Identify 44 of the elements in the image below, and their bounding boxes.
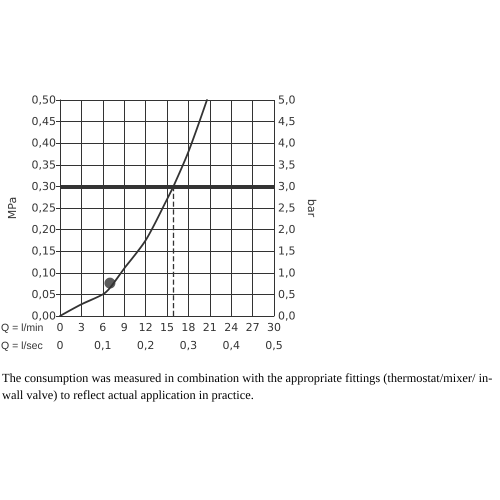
x-tick-label: 18 bbox=[181, 321, 196, 334]
x2-tick-label: 0,3 bbox=[180, 339, 198, 352]
x2-tick-label: 0 bbox=[56, 339, 64, 352]
y-tick-label: 0,15 bbox=[32, 244, 56, 258]
x-tick-label: 30 bbox=[267, 321, 281, 334]
x-tick-label: 12 bbox=[138, 321, 153, 334]
y-tick-label: 0,30 bbox=[32, 180, 56, 193]
x-axis-title: Q = l/min bbox=[1, 322, 44, 334]
y-tick-label: 0,50 bbox=[32, 94, 56, 106]
y2-tick-label: 4,0 bbox=[278, 136, 296, 150]
y-tick-label: 0,45 bbox=[32, 115, 56, 128]
y-tick-label: 0,25 bbox=[32, 202, 56, 214]
y2-tick-label: 0,5 bbox=[278, 288, 296, 301]
y-axis-title: MPa bbox=[6, 196, 19, 220]
y2-axis-title: bar bbox=[305, 198, 318, 218]
y2-tick-label: 2,0 bbox=[278, 223, 296, 236]
y-tick-label: 0,00 bbox=[32, 310, 56, 322]
y-tick-label: 0,40 bbox=[32, 136, 56, 150]
x2-tick-label: 0,4 bbox=[222, 339, 240, 352]
x-tick-label: 0 bbox=[56, 321, 64, 334]
y-tick-label: 0,20 bbox=[32, 223, 56, 236]
text: The consumption was measured in combination with the appropriate fittings (thermostat/mixer/ in-wall valve) to reflect actual application in practice. bbox=[2, 370, 494, 404]
x-tick-label: 21 bbox=[202, 321, 217, 334]
y-tick-label: 0,05 bbox=[32, 288, 56, 301]
y-tick-label: 0,35 bbox=[32, 158, 56, 172]
x2-tick-label: 0,2 bbox=[136, 339, 154, 352]
y2-tick-label: 1,0 bbox=[278, 266, 296, 280]
y2-tick-label: 1,5 bbox=[278, 244, 296, 258]
x-tick-label: 15 bbox=[160, 321, 174, 334]
x2-tick-label: 0,1 bbox=[94, 339, 112, 352]
x2-tick-label: 0,5 bbox=[265, 339, 283, 352]
x-tick-label: 9 bbox=[120, 321, 128, 334]
y2-tick-label: 3,0 bbox=[278, 180, 296, 193]
y2-tick-label: 5,0 bbox=[278, 94, 296, 106]
x-tick-label: 27 bbox=[246, 321, 260, 334]
x-tick-label: 24 bbox=[224, 321, 238, 334]
x2-axis-title: Q = l/sec bbox=[1, 340, 43, 352]
y-tick-label: 0,10 bbox=[32, 266, 56, 280]
y2-tick-label: 4,5 bbox=[278, 115, 296, 128]
y2-tick-label: 0,0 bbox=[278, 310, 296, 322]
y2-tick-label: 3,5 bbox=[278, 158, 296, 172]
x-tick-label: 6 bbox=[99, 321, 106, 334]
x-tick-label: 3 bbox=[78, 321, 85, 334]
y2-tick-label: 2,5 bbox=[278, 202, 296, 214]
